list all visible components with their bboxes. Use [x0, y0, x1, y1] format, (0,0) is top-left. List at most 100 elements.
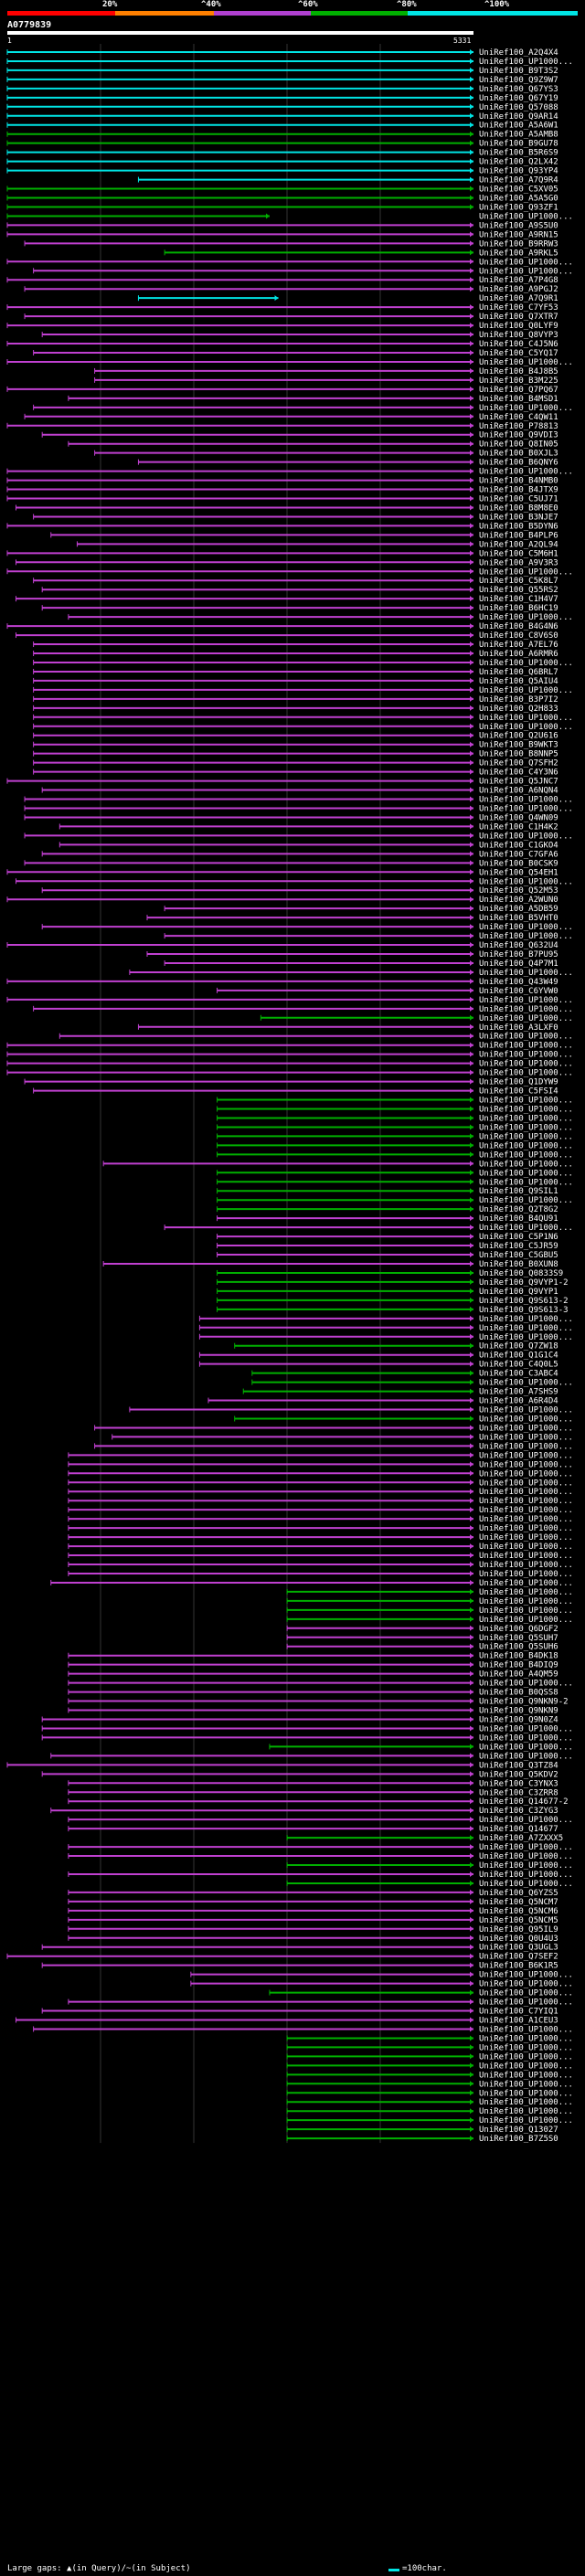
hit-row[interactable]: UniRef100_A6RMR6 [33, 650, 558, 659]
hit-row[interactable]: UniRef100_A7Q9R4 [137, 176, 558, 186]
hit-label[interactable]: UniRef100_UP1000... [479, 2071, 573, 2080]
hit-row[interactable]: UniRef100_UP1000... [24, 832, 573, 841]
hit-row[interactable]: UniRef100_UP1000... [41, 923, 573, 932]
hit-row[interactable]: UniRef100_B3NJE7 [33, 513, 558, 522]
hit-label[interactable]: UniRef100_B9WKT3 [479, 741, 558, 750]
hit-row[interactable]: UniRef100_Q9S613-2 [217, 1297, 569, 1306]
hit-row[interactable]: UniRef100_A9PGJ2 [24, 285, 558, 294]
hit-row[interactable]: UniRef100_Q2T8G2 [217, 1205, 558, 1214]
hit-label[interactable]: UniRef100_UP1000... [479, 1552, 573, 1561]
hit-label[interactable]: UniRef100_UP1000... [479, 659, 573, 668]
hit-label[interactable]: UniRef100_Q2U616 [479, 732, 558, 741]
hit-row[interactable]: UniRef100_A4QM59 [68, 1670, 558, 1680]
hit-label[interactable]: UniRef100_UP1000... [479, 1579, 573, 1588]
hit-row[interactable]: UniRef100_Q6BRL7 [33, 668, 558, 677]
hit-row[interactable]: UniRef100_UP1000... [68, 1552, 573, 1561]
hit-label[interactable]: UniRef100_Q1G1C4 [479, 1352, 558, 1361]
hit-row[interactable]: UniRef100_UP1000... [190, 1980, 573, 1989]
hit-row[interactable]: UniRef100_UP1000... [6, 996, 573, 1005]
hit-label[interactable]: UniRef100_C5M6H1 [479, 549, 558, 558]
hit-row[interactable]: UniRef100_Q93YP4 [6, 167, 558, 176]
hit-row[interactable]: UniRef100_Q5SUH7 [286, 1634, 558, 1643]
hit-label[interactable]: UniRef100_Q9VYP1-2 [479, 1278, 569, 1288]
hit-label[interactable]: UniRef100_UP1000... [479, 1160, 573, 1169]
hit-row[interactable]: UniRef100_UP1000... [286, 2071, 573, 2080]
hit-label[interactable]: UniRef100_A5A6W1 [479, 122, 558, 131]
hit-row[interactable]: UniRef100_C4Y3N6 [33, 769, 558, 778]
hit-label[interactable]: UniRef100_B4DIQ9 [479, 1661, 558, 1670]
hit-label[interactable]: UniRef100_UP1000... [479, 714, 573, 723]
hit-row[interactable]: UniRef100_Q9Z9W7 [6, 76, 558, 85]
hit-row[interactable]: UniRef100_B8NNP5 [33, 750, 558, 759]
hit-row[interactable]: UniRef100_Q8VYP3 [41, 331, 558, 340]
hit-label[interactable]: UniRef100_UP1000... [479, 1816, 573, 1825]
hit-row[interactable]: UniRef100_Q6DGF2 [286, 1625, 558, 1634]
hit-label[interactable]: UniRef100_UP1000... [479, 58, 573, 67]
hit-row[interactable]: UniRef100_B0QSS8 [68, 1689, 558, 1698]
hit-row[interactable]: UniRef100_UP1000... [41, 1733, 573, 1743]
hit-label[interactable]: UniRef100_Q9NKN9-2 [479, 1698, 569, 1707]
hit-label[interactable]: UniRef100_A6NQN4 [479, 787, 558, 796]
hit-row[interactable]: UniRef100_B6QNY6 [137, 459, 558, 468]
hit-label[interactable]: UniRef100_Q3UGL3 [479, 1944, 558, 1953]
hit-row[interactable]: UniRef100_C5JR59 [217, 1242, 558, 1251]
hit-row[interactable]: UniRef100_UP1000... [286, 2034, 573, 2043]
hit-row[interactable]: UniRef100_Q5NCM6 [68, 1907, 558, 1916]
hit-row[interactable]: UniRef100_UP1000... [68, 1843, 573, 1852]
hit-row[interactable]: UniRef100_Q632U4 [6, 941, 558, 950]
hit-row[interactable]: UniRef100_A7P4G8 [6, 276, 558, 285]
hit-label[interactable]: UniRef100_UP1000... [479, 404, 573, 413]
hit-label[interactable]: UniRef100_Q5SUH6 [479, 1643, 558, 1652]
hit-row[interactable]: UniRef100_B9GU78 [6, 140, 558, 149]
hit-label[interactable]: UniRef100_C3ZYG3 [479, 1807, 558, 1816]
hit-row[interactable]: UniRef100_UP1000... [15, 877, 573, 886]
hit-row[interactable]: UniRef100_UP1000... [68, 1488, 573, 1497]
hit-row[interactable]: UniRef100_A5A5G0 [6, 195, 558, 204]
hit-label[interactable]: UniRef100_C7YIQ1 [479, 2008, 558, 2017]
hit-row[interactable]: UniRef100_UP1000... [33, 404, 573, 413]
hit-row[interactable]: UniRef100_Q9AR14 [6, 112, 558, 122]
hit-row[interactable]: UniRef100_A2Q4X4 [6, 48, 558, 58]
hit-label[interactable]: UniRef100_UP1000... [479, 1196, 573, 1205]
hit-row[interactable]: UniRef100_Q14677 [68, 1825, 558, 1834]
hit-label[interactable]: UniRef100_Q5KDV2 [479, 1770, 558, 1779]
hit-row[interactable]: UniRef100_Q9N0Z4 [41, 1715, 558, 1724]
hit-row[interactable]: UniRef100_A2QL94 [76, 540, 558, 549]
hit-label[interactable]: UniRef100_Q1DYW9 [479, 1078, 558, 1087]
hit-row[interactable]: UniRef100_Q9VDI3 [41, 431, 558, 440]
hit-label[interactable]: UniRef100_UP1000... [479, 1561, 573, 1570]
hit-row[interactable]: UniRef100_UP1000... [269, 1989, 573, 1998]
hit-row[interactable]: UniRef100_B7PU95 [146, 950, 558, 959]
hit-row[interactable]: UniRef100_UP1000... [129, 969, 573, 978]
hit-label[interactable]: UniRef100_B3NJE7 [479, 513, 558, 522]
hit-row[interactable]: UniRef100_C5UJ71 [6, 495, 558, 504]
hit-label[interactable]: UniRef100_UP1000... [479, 932, 573, 941]
hit-label[interactable]: UniRef100_Q54EH1 [479, 868, 558, 877]
hit-label[interactable]: UniRef100_UP1000... [479, 1524, 573, 1533]
hit-row[interactable]: UniRef100_UP1000... [286, 2107, 573, 2116]
hit-row[interactable]: UniRef100_B6HC19 [41, 604, 558, 613]
hit-row[interactable]: UniRef100_Q52M53 [41, 886, 558, 896]
hit-label[interactable]: UniRef100_Q9S613-2 [479, 1297, 569, 1306]
hit-row[interactable]: UniRef100_UP1000... [33, 267, 573, 276]
hit-row[interactable]: UniRef100_A7ZXXX5 [286, 1834, 563, 1843]
hit-row[interactable]: UniRef100_B4G4N6 [6, 622, 558, 631]
hit-label[interactable]: UniRef100_UP1000... [479, 832, 573, 841]
hit-row[interactable]: UniRef100_Q9VYP1-2 [217, 1278, 569, 1288]
hit-row[interactable]: UniRef100_C4QW11 [24, 413, 558, 422]
hit-row[interactable]: UniRef100_C5M6H1 [6, 549, 558, 558]
hit-label[interactable]: UniRef100_A2Q4X4 [479, 48, 558, 58]
hit-label[interactable]: UniRef100_UP1000... [479, 2098, 573, 2107]
hit-label[interactable]: UniRef100_Q7SEF2 [479, 1953, 558, 1962]
hit-row[interactable]: UniRef100_Q0833S9 [217, 1269, 564, 1278]
hit-row[interactable]: UniRef100_UP1000... [217, 1123, 573, 1132]
hit-row[interactable]: UniRef100_B4JTX9 [6, 486, 558, 495]
hit-label[interactable]: UniRef100_Q0U4U3 [479, 1935, 558, 1944]
hit-row[interactable]: UniRef100_UP1000... [269, 1743, 573, 1752]
hit-row[interactable]: UniRef100_UP1000... [50, 1579, 573, 1588]
hit-row[interactable]: UniRef100_Q93ZF1 [6, 203, 558, 212]
hit-label[interactable]: UniRef100_Q55RS2 [479, 586, 558, 595]
hit-label[interactable]: UniRef100_Q9AR14 [479, 112, 558, 122]
hit-label[interactable]: UniRef100_A4QM59 [479, 1670, 558, 1680]
hit-row[interactable]: UniRef100_C4J5N6 [6, 340, 558, 349]
